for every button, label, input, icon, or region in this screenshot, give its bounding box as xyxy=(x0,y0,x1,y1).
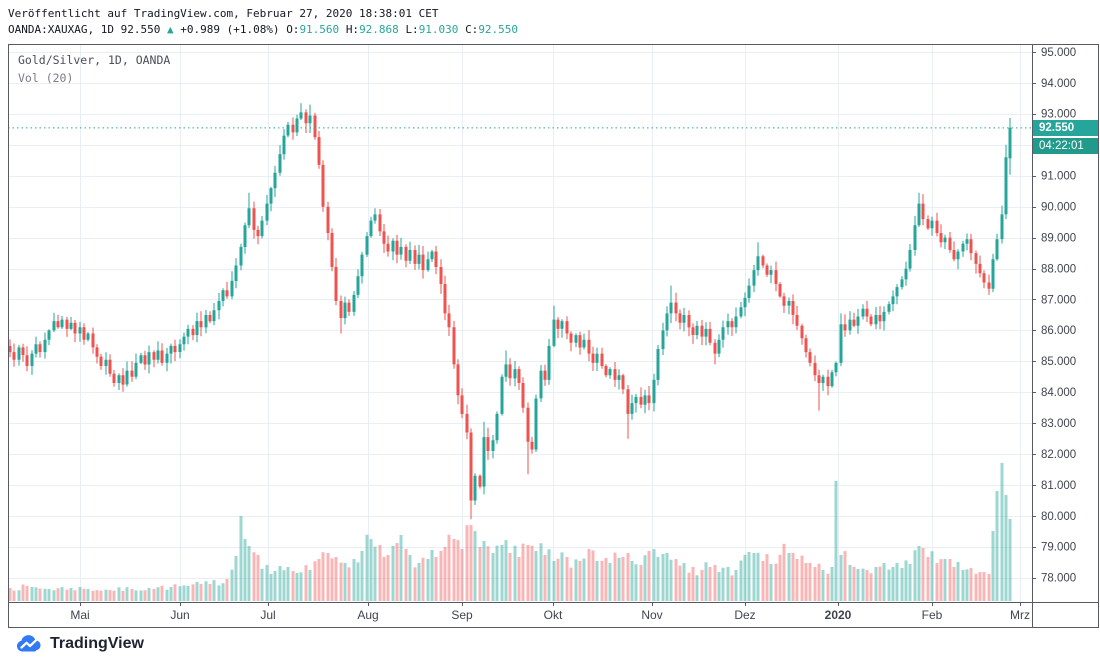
price-change: +0.989 (+1.08%) xyxy=(180,23,280,36)
price-tick-label: 81.000 xyxy=(1041,480,1076,492)
down-candle-bodies xyxy=(8,112,991,501)
price-tick-label: 83.000 xyxy=(1041,418,1076,430)
grid-lines xyxy=(8,44,1032,602)
month-tick-label[interactable]: Sep xyxy=(451,608,473,622)
month-tick-label[interactable]: Aug xyxy=(357,608,378,622)
price-tick-label: 79.000 xyxy=(1041,542,1076,554)
price-tick-label: 88.000 xyxy=(1041,263,1076,275)
up-arrow-icon: ▲ xyxy=(166,23,174,36)
high-label: H: xyxy=(345,23,360,36)
tradingview-branding[interactable]: TradingView xyxy=(14,634,144,654)
down-candle-wicks xyxy=(9,109,990,520)
price-tick-label: 93.000 xyxy=(1041,109,1076,121)
up-candle-bodies xyxy=(17,112,1012,501)
up-candle-wicks xyxy=(18,103,1011,505)
month-tick-label[interactable]: Dez xyxy=(734,608,755,622)
open-label: O: xyxy=(286,23,300,36)
price-tick-label: 82.000 xyxy=(1041,449,1076,461)
bar-countdown-label: 04:22:01 xyxy=(1033,138,1098,154)
price-tick-label: 94.000 xyxy=(1041,78,1076,90)
price-tick-label: 91.000 xyxy=(1041,171,1076,183)
tradingview-cloud-logo-icon xyxy=(16,635,41,652)
price-tick-label: 87.000 xyxy=(1041,294,1076,306)
low-label: L: xyxy=(405,23,419,36)
month-tick-label[interactable]: Jul xyxy=(260,608,275,622)
month-tick-label[interactable]: Mai xyxy=(70,608,89,622)
last-price: 92.550 xyxy=(120,23,161,36)
close-value: 92.550 xyxy=(478,23,519,36)
close-label: C: xyxy=(465,23,479,36)
month-tick-label[interactable]: Feb xyxy=(922,608,943,622)
symbol-interval: OANDA:XAUXAG, 1D xyxy=(8,23,114,36)
low-value: 91.030 xyxy=(418,23,459,36)
price-tick-label: 86.000 xyxy=(1041,325,1076,337)
volume-indicator-legend[interactable]: Vol (20) xyxy=(18,71,74,85)
price-tick-label: 84.000 xyxy=(1041,387,1076,399)
high-value: 92.868 xyxy=(359,23,399,36)
month-tick-label[interactable]: Okt xyxy=(544,608,563,622)
price-tick-label: 80.000 xyxy=(1041,511,1076,523)
volume-bars-down xyxy=(8,525,991,601)
price-tick-label: 90.000 xyxy=(1041,202,1076,214)
quote-header: OANDA:XAUXAG, 1D 92.550 ▲ +0.989 (+1.08%… xyxy=(8,23,518,36)
price-tick-label: 78.000 xyxy=(1041,573,1076,585)
open-value: 91.560 xyxy=(299,23,340,36)
volume-bars-up xyxy=(17,463,1012,601)
price-tick-label: 95.000 xyxy=(1041,47,1076,59)
published-header: Veröffentlicht auf TradingView.com, Febr… xyxy=(8,7,439,20)
series-legend[interactable]: Gold/Silver, 1D, OANDA xyxy=(18,53,171,67)
price-tick-label: 85.000 xyxy=(1041,356,1076,368)
month-tick-label[interactable]: 2020 xyxy=(825,608,852,622)
month-tick-label[interactable]: Mrz xyxy=(1010,608,1030,622)
brand-name: TradingView xyxy=(50,635,144,652)
current-price-label: 92.550 xyxy=(1033,120,1098,136)
price-tick-label: 89.000 xyxy=(1041,232,1076,244)
month-tick-label[interactable]: Jun xyxy=(170,608,189,622)
month-tick-label[interactable]: Nov xyxy=(641,608,662,622)
